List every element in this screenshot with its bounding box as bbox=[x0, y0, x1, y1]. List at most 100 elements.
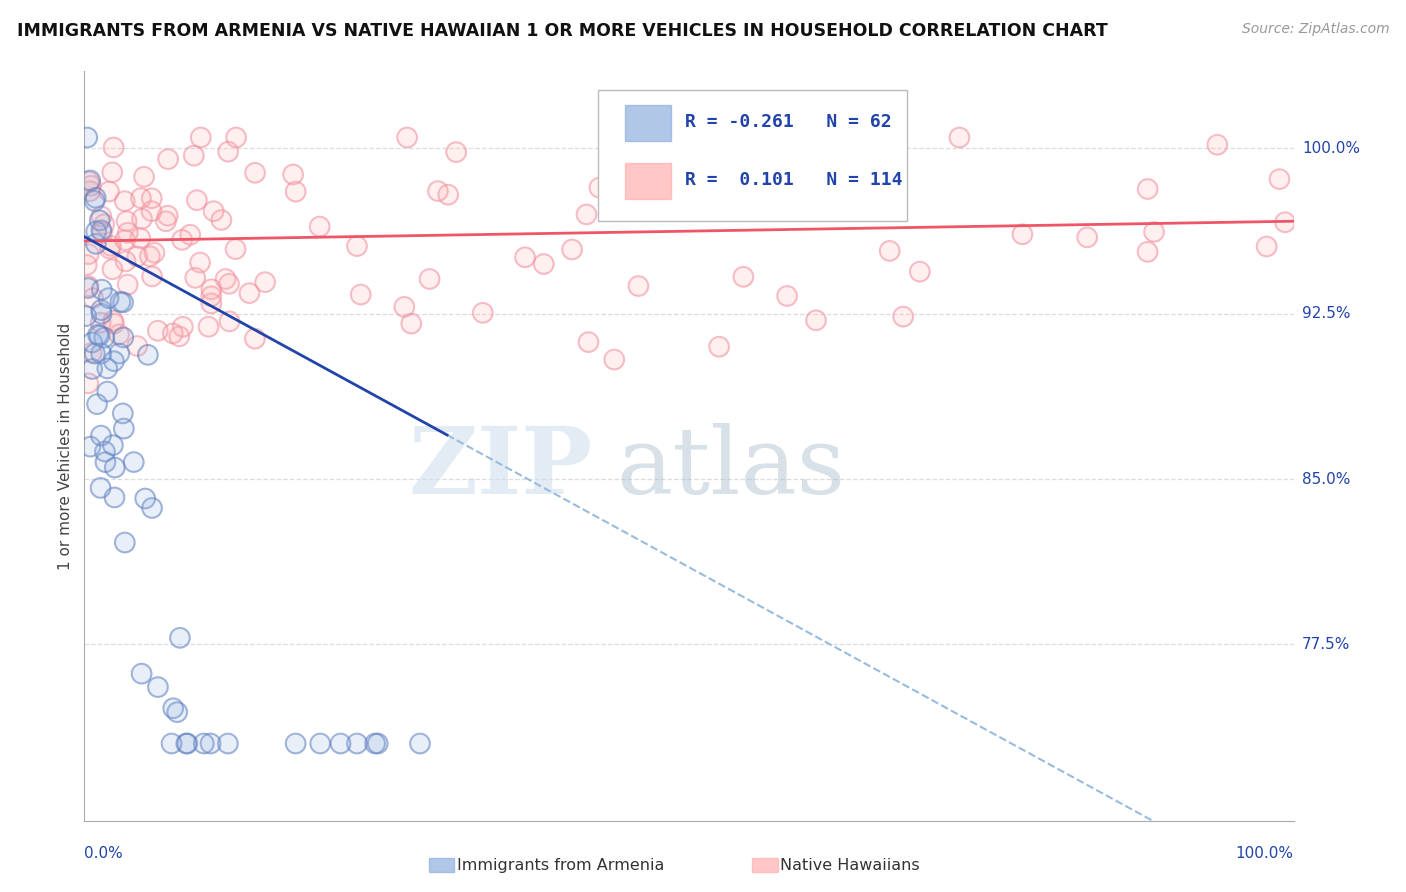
Point bbox=[1274, 215, 1296, 229]
Point bbox=[638, 174, 661, 188]
Point bbox=[225, 130, 247, 145]
Point bbox=[84, 224, 107, 238]
Point bbox=[89, 213, 111, 227]
Point bbox=[346, 239, 368, 253]
Point bbox=[101, 438, 124, 452]
Text: ZIP: ZIP bbox=[408, 424, 592, 514]
Point bbox=[76, 130, 98, 145]
Point bbox=[200, 296, 222, 310]
Point bbox=[174, 737, 197, 751]
Point bbox=[172, 319, 194, 334]
Point bbox=[308, 219, 330, 234]
Point bbox=[146, 680, 169, 694]
Point bbox=[114, 233, 136, 247]
Point bbox=[139, 249, 162, 263]
Point bbox=[588, 180, 610, 194]
Point bbox=[186, 193, 208, 207]
Point bbox=[108, 346, 131, 360]
Point bbox=[83, 194, 105, 208]
Point bbox=[89, 328, 111, 343]
Point bbox=[104, 460, 127, 475]
Point bbox=[75, 309, 97, 323]
Point bbox=[76, 130, 98, 145]
Point bbox=[444, 145, 467, 160]
Point bbox=[127, 339, 149, 353]
Text: 0.0%: 0.0% bbox=[84, 846, 124, 861]
Point bbox=[672, 196, 695, 211]
Point bbox=[90, 428, 112, 442]
Point bbox=[114, 194, 136, 208]
Point bbox=[110, 294, 132, 309]
Point bbox=[80, 178, 103, 193]
Point bbox=[114, 254, 136, 268]
Point bbox=[174, 737, 197, 751]
Point bbox=[190, 130, 212, 145]
Point bbox=[127, 250, 149, 264]
Point bbox=[77, 281, 100, 295]
Point bbox=[101, 165, 124, 179]
Point bbox=[637, 170, 659, 185]
Point bbox=[364, 737, 387, 751]
Point bbox=[603, 352, 626, 367]
Point bbox=[111, 406, 134, 420]
Point bbox=[112, 295, 135, 310]
Point bbox=[418, 272, 440, 286]
Point bbox=[367, 737, 389, 751]
Point bbox=[84, 224, 107, 238]
Point bbox=[329, 737, 352, 751]
Point bbox=[100, 239, 122, 253]
Point bbox=[141, 204, 163, 219]
Y-axis label: 1 or more Vehicles in Household: 1 or more Vehicles in Household bbox=[58, 322, 73, 570]
Point bbox=[346, 239, 368, 253]
Point bbox=[157, 152, 180, 166]
Point bbox=[141, 191, 163, 205]
Point bbox=[104, 460, 127, 475]
Point bbox=[1136, 244, 1159, 259]
Point bbox=[1274, 215, 1296, 229]
Point bbox=[627, 279, 650, 293]
Text: R =  0.101   N = 114: R = 0.101 N = 114 bbox=[685, 171, 903, 189]
Point bbox=[707, 340, 730, 354]
Point bbox=[1011, 227, 1033, 242]
Point bbox=[1256, 239, 1278, 253]
Point bbox=[96, 361, 118, 376]
Point bbox=[90, 283, 112, 297]
Point bbox=[101, 262, 124, 277]
Point bbox=[243, 166, 266, 180]
Point bbox=[79, 184, 101, 198]
Point bbox=[141, 500, 163, 515]
Point bbox=[139, 249, 162, 263]
Point bbox=[143, 245, 166, 260]
FancyBboxPatch shape bbox=[599, 90, 907, 221]
Point bbox=[197, 319, 219, 334]
Point bbox=[141, 500, 163, 515]
Point bbox=[112, 330, 135, 344]
Point bbox=[167, 329, 190, 343]
Point bbox=[350, 287, 373, 301]
Point bbox=[129, 231, 152, 245]
Point bbox=[281, 168, 304, 182]
Point bbox=[77, 175, 100, 189]
Point bbox=[399, 317, 422, 331]
Point bbox=[93, 217, 115, 231]
Point bbox=[166, 705, 188, 719]
Point bbox=[309, 737, 332, 751]
Point bbox=[112, 421, 135, 435]
Point bbox=[98, 242, 121, 256]
Point bbox=[578, 335, 600, 350]
Point bbox=[172, 233, 194, 247]
Point bbox=[533, 257, 555, 271]
Point bbox=[156, 209, 179, 223]
Point bbox=[891, 310, 914, 324]
Point bbox=[346, 737, 368, 751]
Point bbox=[1206, 137, 1229, 152]
Point bbox=[117, 226, 139, 240]
Point bbox=[200, 289, 222, 303]
Point bbox=[409, 737, 432, 751]
Point bbox=[193, 737, 215, 751]
Point bbox=[115, 214, 138, 228]
Point bbox=[908, 265, 931, 279]
Point bbox=[218, 277, 240, 291]
Point bbox=[1011, 227, 1033, 242]
Point bbox=[77, 247, 100, 261]
